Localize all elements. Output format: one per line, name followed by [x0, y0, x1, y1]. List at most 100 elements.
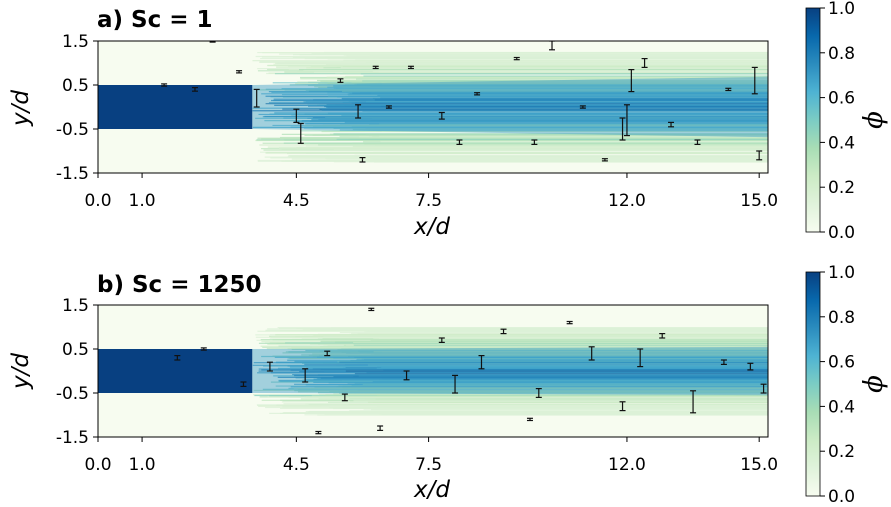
error-bar: [637, 348, 644, 368]
x-tick-label: 15.0: [740, 455, 778, 475]
x-tick-label: 7.5: [415, 455, 442, 475]
colorbar-tick-label: 0.6: [828, 353, 855, 373]
error-bar: [566, 320, 573, 325]
error-bar: [659, 333, 666, 339]
error-bar: [756, 150, 763, 161]
colorbar-tick-label: 0.4: [828, 397, 855, 417]
panel-b-field: [98, 305, 768, 437]
error-bar: [720, 359, 727, 365]
panel-a-xlabel: x/d: [413, 214, 450, 240]
error-bar: [668, 121, 675, 128]
error-bar: [438, 111, 445, 120]
x-tick-label: 0.0: [84, 191, 111, 211]
error-bar: [628, 68, 635, 93]
error-bar: [751, 66, 758, 95]
error-bar: [372, 65, 379, 70]
y-tick-label: -0.5: [56, 120, 89, 140]
error-bar: [641, 57, 648, 69]
error-bar: [747, 362, 754, 371]
panel-a: a) Sc = 1 y/d x/d -1.5 -0.5 0.5 1.5 0.0 1.0 4.…: [8, 7, 778, 240]
y-tick-label: 0.5: [62, 340, 89, 360]
error-bar: [191, 87, 198, 92]
error-bar: [377, 425, 384, 431]
panel-b-xlabel: x/d: [413, 477, 450, 503]
y-tick-label: -1.5: [56, 428, 89, 448]
error-bar: [690, 390, 697, 414]
error-bar: [315, 430, 322, 435]
error-bar: [403, 370, 410, 381]
error-bar: [385, 105, 392, 109]
error-bar: [174, 355, 181, 361]
colorbar-tick-label: 0.8: [828, 308, 855, 328]
colorbar-a: ϕ 0.0 0.2 0.4 0.6 0.8 1.0: [805, 0, 889, 243]
error-bar: [478, 355, 485, 370]
error-bar: [161, 83, 168, 87]
error-bar: [209, 41, 216, 43]
colorbar-tick-label: 0.0: [828, 223, 855, 243]
x-tick-label: 12.0: [608, 191, 646, 211]
x-tick-label: 12.0: [608, 455, 646, 475]
error-bar: [725, 87, 732, 92]
colorbar-a-label: ϕ: [859, 111, 889, 129]
x-tick-label: 1.0: [129, 455, 156, 475]
jet-core: [98, 349, 253, 393]
panel-b-ylabel: y/d: [8, 353, 34, 390]
error-bar: [619, 401, 626, 412]
plume-core: [252, 76, 768, 138]
error-bar: [619, 117, 626, 141]
plot-frame: [97, 304, 769, 438]
colorbar-tick-label: 0.4: [828, 133, 855, 153]
colorbar-tick-label: 0.2: [828, 442, 855, 462]
error-bar: [324, 350, 331, 357]
x-tick-label: 4.5: [283, 191, 310, 211]
error-bar: [438, 337, 445, 343]
error-bar: [531, 139, 538, 145]
colorbar-tick-label: 1.0: [828, 0, 855, 19]
colorbar-tick-label: 0.6: [828, 89, 855, 109]
y-tick-label: -0.5: [56, 384, 89, 404]
y-tick-label: 0.5: [62, 76, 89, 96]
error-bar: [337, 78, 344, 83]
x-tick-label: 0.0: [84, 455, 111, 475]
error-bar: [760, 383, 767, 394]
error-bar: [359, 157, 366, 163]
colorbar-b: ϕ 0.0 0.2 0.4 0.6 0.8 1.0: [805, 263, 889, 507]
error-bar: [535, 388, 542, 398]
error-bar: [452, 374, 459, 394]
error-bar: [200, 347, 207, 351]
x-tick-label: 15.0: [740, 191, 778, 211]
plot-frame: [97, 40, 769, 174]
colorbar-b-label: ϕ: [859, 375, 889, 393]
colorbar-tick-label: 1.0: [828, 263, 855, 283]
x-tick-label: 1.0: [129, 191, 156, 211]
error-bar: [266, 361, 273, 372]
error-bar: [513, 56, 520, 61]
colorbar-tick-label: 0.2: [828, 178, 855, 198]
error-bar: [240, 381, 247, 387]
error-bar: [623, 104, 630, 137]
error-bar: [456, 139, 463, 145]
error-bar: [253, 88, 260, 108]
error-bar: [293, 108, 300, 124]
x-tick-label: 7.5: [415, 191, 442, 211]
error-bar: [368, 307, 375, 312]
error-bar: [236, 70, 243, 74]
x-tick-label: 4.5: [283, 455, 310, 475]
plume-core: [252, 346, 768, 396]
colorbar-gradient: [805, 7, 821, 233]
jet-core: [98, 85, 253, 129]
colorbar-gradient: [805, 271, 821, 497]
y-tick-label: 1.5: [62, 32, 89, 52]
panel-b-title: b) Sc = 1250: [97, 272, 261, 298]
error-bar: [407, 65, 414, 70]
error-bar: [588, 346, 595, 361]
error-bar: [526, 417, 533, 422]
error-bar: [355, 104, 362, 119]
panel-a-ylabel: y/d: [8, 90, 34, 127]
colorbar-tick-label: 0.8: [828, 44, 855, 64]
error-bar: [549, 41, 556, 51]
error-bar: [694, 139, 701, 145]
error-bar: [579, 105, 586, 109]
panel-a-field: [98, 41, 768, 173]
